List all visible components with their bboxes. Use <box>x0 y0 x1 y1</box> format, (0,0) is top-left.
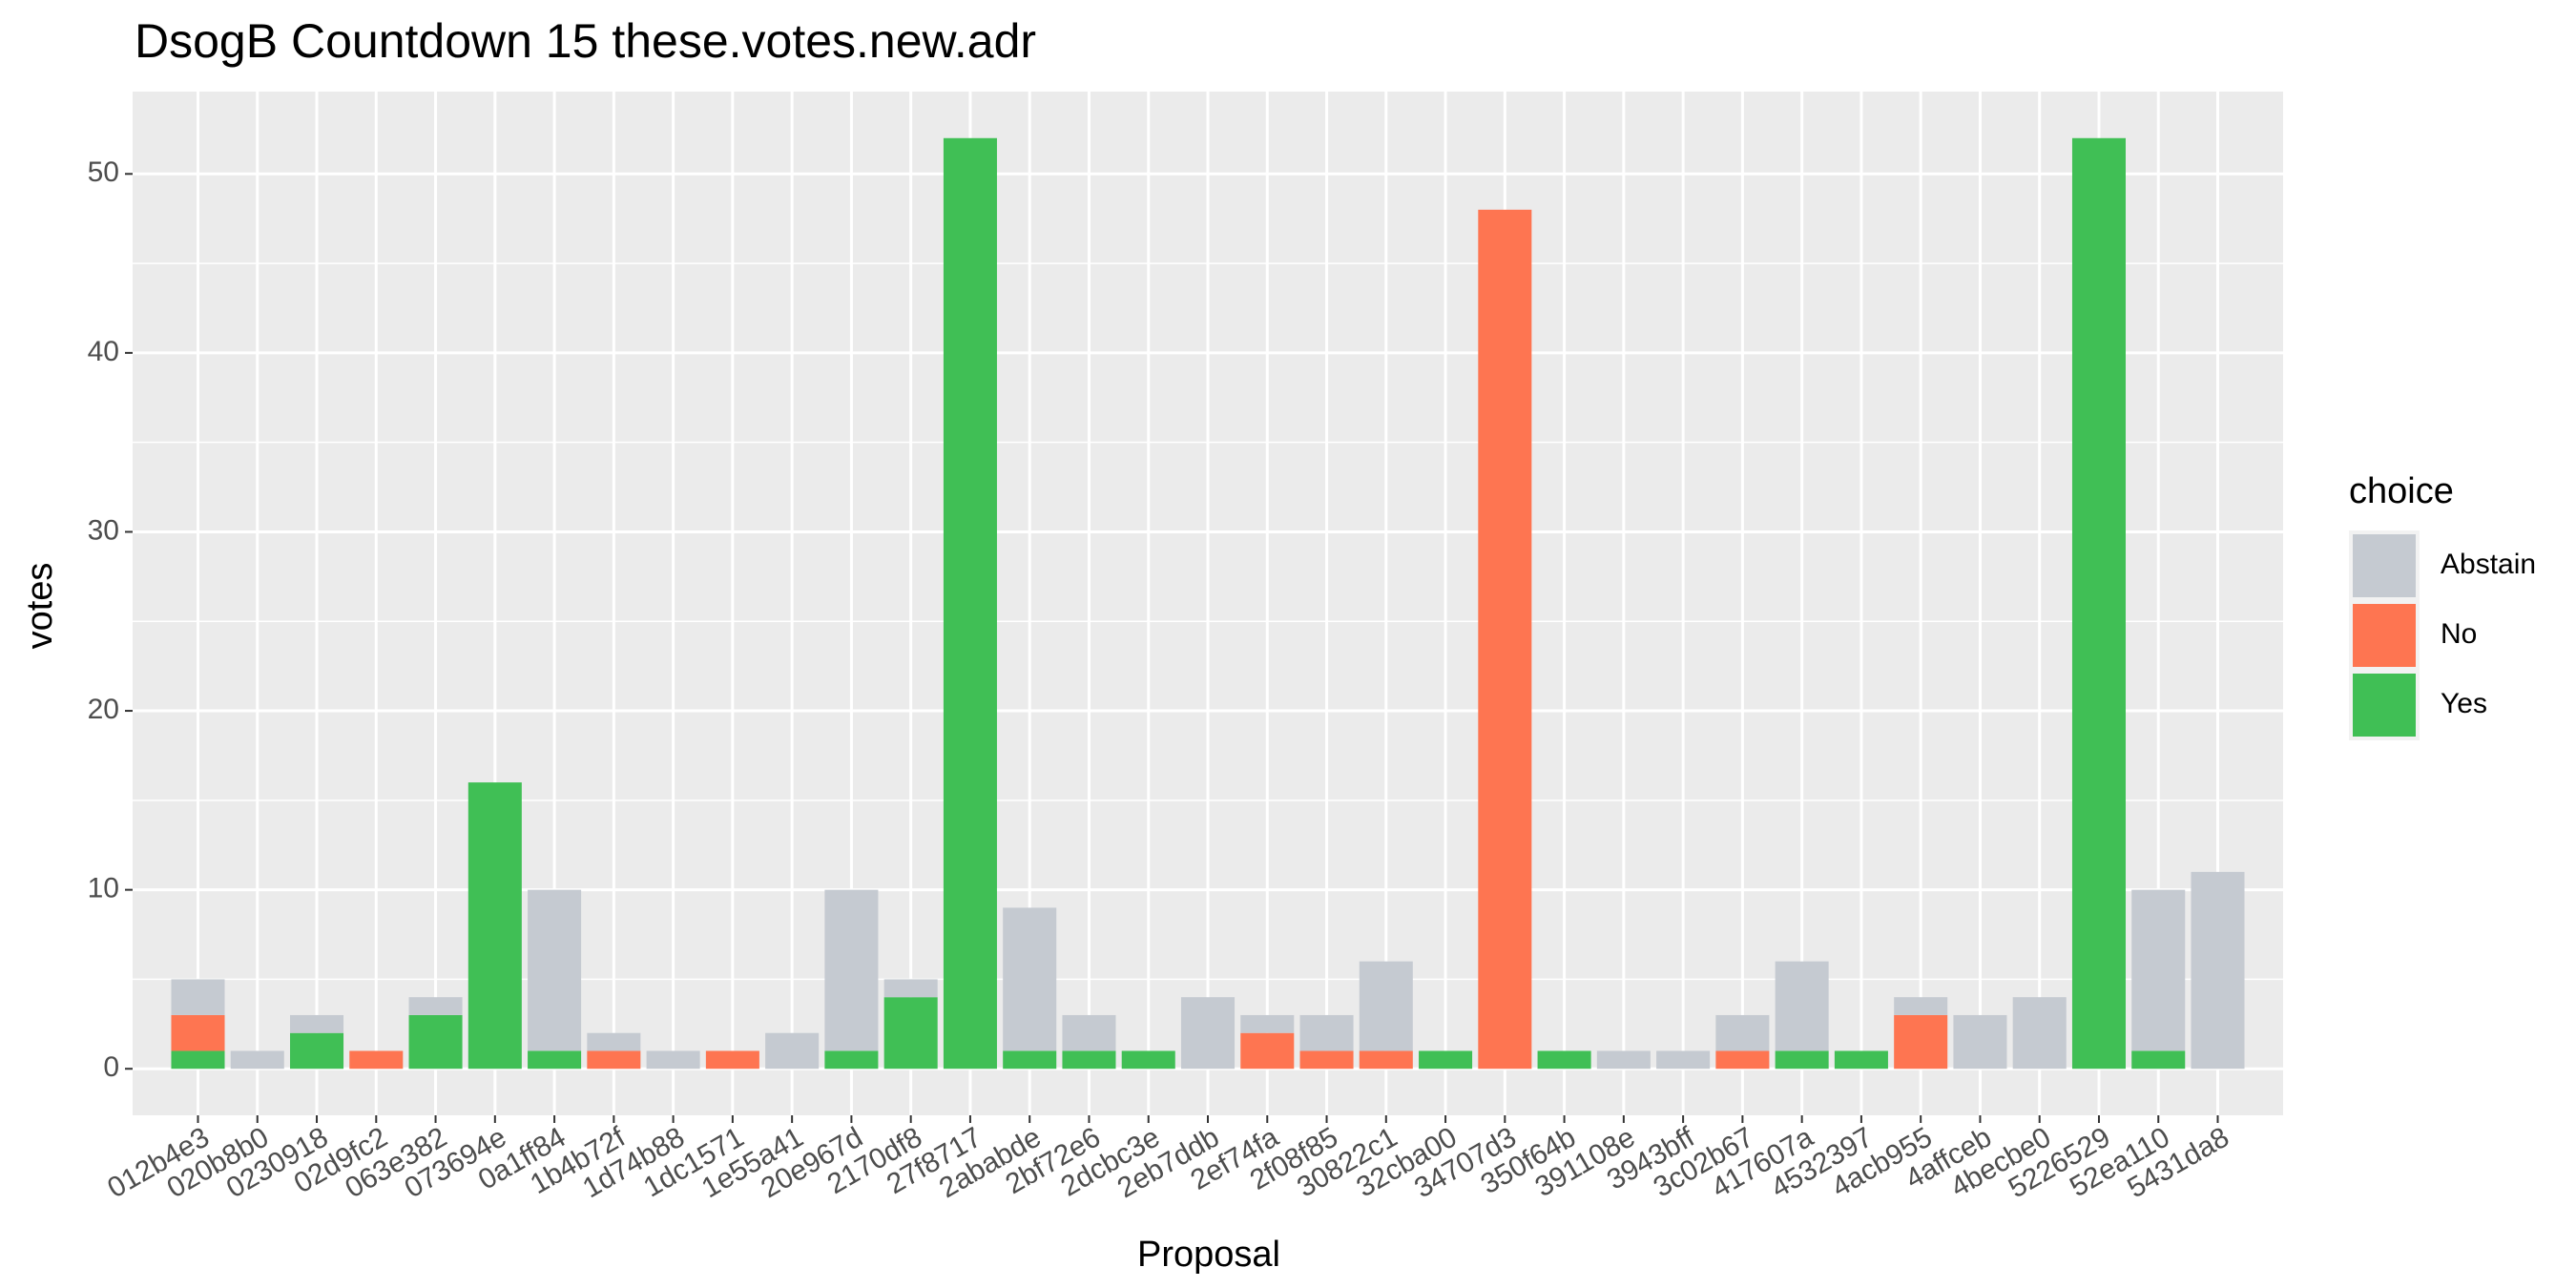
bar-segment <box>1834 1050 1888 1070</box>
bar-segment <box>1003 1050 1057 1070</box>
bar-segment <box>1715 1050 1770 1070</box>
legend-label: No <box>2441 618 2477 650</box>
bar-segment <box>1299 1014 1354 1051</box>
bar-segment <box>2012 997 2067 1070</box>
bar-segment <box>1894 1014 1948 1070</box>
bar-segment <box>349 1050 404 1070</box>
bar-segment <box>943 137 997 1070</box>
y-axis-title: votes <box>20 563 60 650</box>
bar-segment <box>1775 961 1829 1051</box>
bar-segment <box>1656 1050 1711 1070</box>
bar-segment <box>883 997 938 1070</box>
bar-segment <box>1359 961 1413 1051</box>
y-tick-label: 30 <box>88 514 119 546</box>
bar-segment <box>1775 1050 1829 1070</box>
chart-title: DsogB Countdown 15 these.votes.new.adr <box>135 14 1036 68</box>
legend-swatch <box>2353 674 2416 737</box>
bar-segment <box>1299 1050 1354 1070</box>
bar-segment <box>705 1050 759 1070</box>
bar-segment <box>290 1014 344 1033</box>
bar-segment <box>290 1032 344 1070</box>
bar-segment <box>1121 1050 1175 1070</box>
bar-segment <box>883 979 938 998</box>
bar-segment <box>2131 889 2186 1051</box>
y-tick-label: 0 <box>103 1051 119 1083</box>
bar-segment <box>824 1050 879 1070</box>
bar-segment <box>2131 1050 2186 1070</box>
bar-segment <box>587 1032 641 1051</box>
bar-segment <box>171 1014 225 1051</box>
bar-segment <box>1537 1050 1591 1070</box>
bar-segment <box>528 889 582 1051</box>
bar-segment <box>2071 137 2126 1070</box>
bar-segment <box>171 979 225 1015</box>
legend-title: choice <box>2349 471 2454 511</box>
bar-segment <box>2191 871 2245 1070</box>
y-tick-label: 50 <box>88 156 119 188</box>
y-tick-label: 20 <box>88 694 119 725</box>
bar-segment <box>587 1050 641 1070</box>
bar-segment <box>1240 1032 1295 1070</box>
bar-segment <box>1953 1014 2007 1070</box>
bar-segment <box>408 1014 463 1070</box>
legend-swatch <box>2353 604 2416 667</box>
x-axis-title: Proposal <box>1137 1235 1280 1275</box>
bar-segment <box>824 889 879 1051</box>
bar-segment <box>765 1032 820 1070</box>
bar-segment <box>1478 209 1532 1070</box>
bar-segment <box>1715 1014 1770 1051</box>
bar-segment <box>1894 997 1948 1015</box>
y-tick-label: 10 <box>88 873 119 904</box>
bar-segment <box>1359 1050 1413 1070</box>
bar-segment <box>1003 907 1057 1051</box>
bar-segment <box>1596 1050 1651 1070</box>
bar-segment <box>230 1050 284 1070</box>
bar-segment <box>646 1050 700 1070</box>
y-tick-label: 40 <box>88 336 119 367</box>
bar-segment <box>528 1050 582 1070</box>
bar-segment <box>1180 997 1236 1070</box>
bar-segment <box>467 782 522 1070</box>
legend-swatch <box>2353 534 2416 597</box>
bar-segment <box>1062 1014 1116 1051</box>
bar-segment <box>408 997 463 1015</box>
legend-label: Yes <box>2441 688 2487 719</box>
bar-segment <box>1062 1050 1116 1070</box>
bar-segment <box>171 1050 225 1070</box>
legend-label: Abstain <box>2441 549 2536 580</box>
bar-segment <box>1240 1014 1295 1033</box>
bar-segment <box>1419 1050 1473 1070</box>
